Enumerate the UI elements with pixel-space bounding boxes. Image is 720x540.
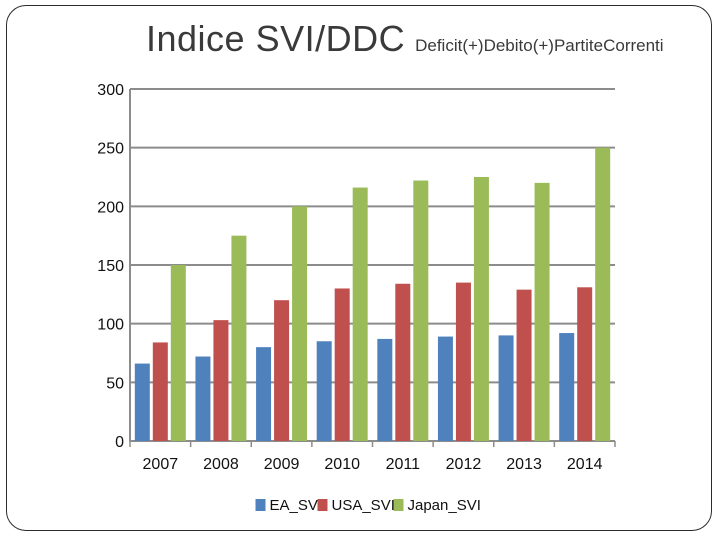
- bar-ea-svi-2011: [377, 338, 393, 441]
- bar-ea-svi-2013: [498, 335, 514, 441]
- x-tick-label: 2013: [506, 456, 542, 473]
- legend-swatch-ea-svi: [255, 499, 266, 511]
- y-tick-label: 100: [97, 317, 124, 334]
- legend: EA_SVI USA_SVI Japan_SVI: [255, 497, 481, 514]
- bar-usa-svi-2010: [334, 288, 350, 441]
- y-tick-label: 50: [106, 375, 124, 392]
- bar-usa-svi-2008: [213, 320, 229, 441]
- bar-japan-svi-2008: [231, 235, 247, 441]
- bar-usa-svi-2011: [395, 283, 411, 441]
- bar-japan-svi-2011: [413, 180, 429, 441]
- bar-usa-svi-2013: [516, 289, 532, 441]
- slide-frame: [6, 5, 712, 531]
- x-tick-label: 2007: [143, 456, 179, 473]
- x-tick-label: 2011: [386, 456, 421, 473]
- x-tick-label: 2010: [324, 456, 360, 473]
- bar-ea-svi-2010: [316, 341, 332, 441]
- bar-japan-svi-2012: [473, 177, 489, 441]
- x-tick-label: 2012: [446, 456, 482, 473]
- legend-label: USA_SVI: [332, 497, 395, 514]
- slide-title: Indice SVI/DDC Deficit(+)Debito(+)Partite…: [146, 18, 664, 60]
- bar-ea-svi-2014: [559, 333, 575, 441]
- bar-ea-svi-2008: [195, 356, 211, 441]
- y-tick-label: 0: [115, 434, 124, 451]
- bar-japan-svi-2014: [595, 147, 611, 441]
- bar-japan-svi-2013: [534, 182, 550, 441]
- bar-usa-svi-2007: [152, 342, 168, 441]
- bar-ea-svi-2009: [256, 347, 272, 441]
- axes: 0 50 100 150 200 250 300 2007 2008 2009 2010 2011 20…: [97, 82, 616, 473]
- legend-label: Japan_SVI: [408, 497, 481, 514]
- title-text: Indice SVI/DDC: [146, 18, 406, 59]
- bars: [134, 147, 611, 441]
- x-tick-label: 2009: [264, 456, 300, 473]
- bar-usa-svi-2014: [577, 287, 593, 441]
- bar-ea-svi-2012: [437, 336, 453, 441]
- y-tick-label: 300: [97, 82, 124, 99]
- bar-japan-svi-2009: [292, 206, 308, 441]
- x-tick-label: 2008: [203, 456, 239, 473]
- legend-swatch-japan-svi: [393, 499, 404, 511]
- bar-japan-svi-2010: [352, 187, 368, 441]
- gridlines: [130, 88, 615, 442]
- bar-usa-svi-2009: [274, 300, 290, 441]
- y-tick-label: 200: [97, 199, 124, 216]
- y-tick-label: 250: [97, 141, 124, 158]
- bar-usa-svi-2012: [455, 282, 471, 441]
- bar-japan-svi-2007: [170, 265, 186, 441]
- legend-label: EA_SVI: [270, 497, 323, 514]
- y-tick-label: 150: [97, 258, 124, 275]
- subtitle-text: Deficit(+)Debito(+)PartiteCorrenti: [415, 36, 664, 55]
- legend-swatch-usa-svi: [317, 499, 328, 511]
- bar-ea-svi-2007: [134, 363, 150, 441]
- x-tick-label: 2014: [567, 456, 603, 473]
